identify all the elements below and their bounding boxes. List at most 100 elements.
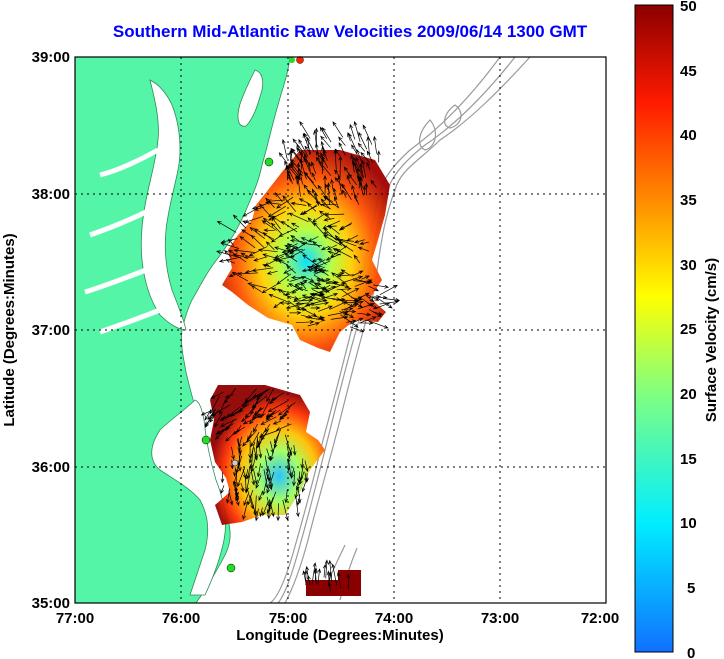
station-marker-cape-henlopen: [264, 157, 274, 167]
velocity-arrow: [259, 203, 271, 216]
velocity-arrow: [338, 136, 346, 146]
velocity-arrow: [245, 471, 251, 493]
velocity-arrow: [256, 463, 261, 478]
velocity-arrow: [316, 278, 333, 284]
velocity-arrow: [357, 302, 376, 310]
velocity-arrow: [377, 297, 393, 309]
velocity-arrow: [332, 187, 338, 199]
velocity-arrow: [341, 183, 352, 200]
velocity-arrow: [320, 135, 331, 148]
colorbar-tick-label: 0: [687, 645, 695, 659]
velocity-arrow: [276, 503, 281, 522]
velocity-arrow: [244, 405, 256, 419]
velocity-arrow: [271, 216, 281, 230]
velocity-arrow: [323, 234, 343, 246]
velocity-arrow: [351, 270, 364, 277]
velocity-arrow: [309, 281, 322, 286]
velocity-arrow: [267, 400, 288, 413]
current-field-north: [222, 150, 390, 352]
velocity-arrow: [237, 271, 258, 276]
velocity-arrow: [366, 136, 371, 155]
velocity-arrow: [311, 161, 317, 174]
velocity-arrow: [269, 500, 275, 518]
velocity-arrow: [338, 239, 357, 247]
velocity-arrow: [370, 179, 377, 188]
velocity-arrow: [312, 265, 323, 269]
velocity-arrow: [332, 248, 341, 253]
velocity-arrow: [321, 292, 339, 300]
velocity-arrow: [240, 252, 250, 258]
velocity-arrow: [265, 241, 275, 251]
velocity-arrow: [256, 389, 268, 401]
velocity-arrow: [275, 423, 292, 431]
velocity-arrow: [291, 147, 300, 160]
bay-tributary: [84, 147, 161, 335]
velocity-arrow: [296, 162, 301, 184]
colorbar-tick-label: 35: [680, 192, 697, 209]
station-marker-offshore: [231, 459, 239, 467]
velocity-arrow: [315, 151, 324, 162]
velocity-arrow: [295, 320, 315, 324]
velocity-arrow: [318, 160, 332, 177]
colorbar-tick-label: 20: [680, 386, 697, 403]
x-axis: 77:00 76:00 75:00 74:00 73:00 72:00 Long…: [56, 610, 619, 644]
velocity-arrow: [335, 248, 352, 258]
velocity-arrow: [220, 471, 225, 484]
velocity-arrow: [210, 391, 224, 399]
velocity-arrow: [247, 282, 267, 289]
velocity-arrow: [234, 470, 238, 494]
velocity-arrow: [248, 440, 252, 460]
velocity-arrow: [329, 301, 348, 310]
velocity-arrow: [334, 169, 340, 177]
velocity-arrow: [290, 467, 295, 479]
velocity-arrow: [307, 236, 319, 242]
velocity-arrow: [373, 284, 390, 289]
velocity-arrow: [249, 495, 257, 517]
velocity-arrow: [253, 407, 265, 416]
velocity-vectors: [200, 120, 401, 593]
velocity-arrow: [350, 326, 365, 333]
velocity-arrow: [283, 294, 299, 300]
velocity-arrow: [215, 423, 234, 435]
velocity-arrow: [347, 173, 358, 186]
velocity-arrow: [290, 235, 303, 244]
velocity-arrow: [304, 154, 310, 166]
velocity-arrow: [220, 238, 238, 244]
velocity-arrow: [302, 295, 315, 300]
velocity-arrow: [218, 401, 225, 416]
velocity-arrow: [339, 299, 355, 308]
velocity-arrow: [332, 121, 344, 138]
x-tick-label: 72:00: [581, 610, 619, 627]
velocity-arrow: [247, 430, 253, 441]
velocity-arrow: [313, 266, 325, 273]
velocity-arrow: [225, 419, 235, 432]
velocity-arrow: [318, 305, 333, 312]
velocity-arrow: [228, 272, 240, 277]
velocity-arrow: [284, 244, 299, 249]
velocity-arrow: [317, 258, 327, 265]
colorbar-tick-label: 15: [680, 451, 697, 468]
velocity-arrow: [258, 444, 263, 459]
velocity-arrow: [244, 388, 257, 403]
velocity-arrow: [324, 212, 345, 217]
velocity-arrow: [277, 260, 289, 266]
velocity-arrow: [320, 245, 330, 251]
velocity-arrow: [260, 430, 266, 439]
velocity-arrow: [295, 301, 310, 306]
velocity-arrow: [240, 395, 259, 407]
velocity-arrow: [266, 270, 278, 275]
colorbar-tick-label: 45: [680, 63, 697, 80]
current-field-southern-block-top: [338, 570, 361, 582]
velocity-arrow: [276, 196, 294, 209]
velocity-arrow: [366, 161, 371, 171]
colorbar-tick-label: 5: [687, 580, 695, 597]
velocity-arrow: [290, 275, 304, 280]
velocity-arrow: [274, 255, 295, 262]
velocity-arrow: [336, 287, 352, 291]
velocity-arrow: [250, 285, 262, 292]
velocity-arrow: [321, 296, 342, 302]
velocity-arrow: [338, 141, 346, 156]
velocity-arrow: [313, 301, 330, 306]
velocity-arrow: [353, 161, 360, 178]
velocity-arrow: [200, 409, 214, 416]
